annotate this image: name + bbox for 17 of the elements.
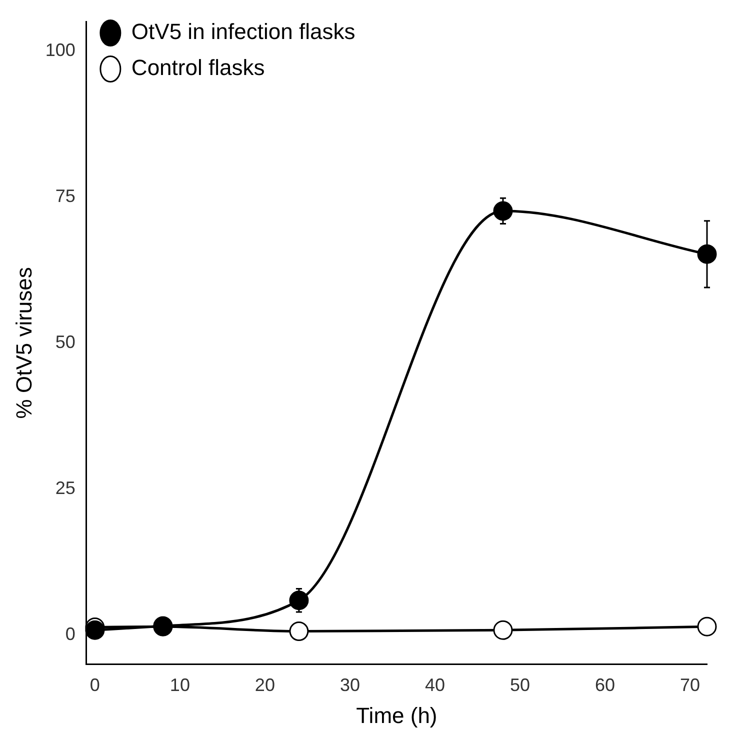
y-tick-label: 50 (55, 332, 76, 352)
legend-label: Control flasks (131, 55, 265, 80)
x-tick-label: 30 (340, 674, 360, 695)
y-tick-label: 0 (65, 624, 76, 644)
x-tick-label: 0 (90, 674, 100, 695)
x-axis-title: Time (h) (356, 702, 438, 728)
x-tick-label: 60 (594, 674, 616, 695)
x-tick-label: 50 (510, 674, 530, 695)
x-tick-label: 40 (424, 674, 445, 695)
legend-label: OtV5 in infection flasks (131, 19, 356, 44)
y-tick-label: 25 (55, 478, 76, 498)
x-tick-label: 70 (680, 674, 700, 695)
x-tick-label: 10 (170, 674, 190, 695)
y-tick-label: 75 (55, 186, 76, 206)
y-axis-title: % OtV5 viruses (11, 267, 36, 419)
y-tick-label: 100 (45, 40, 76, 60)
x-tick-label: 20 (254, 674, 275, 695)
